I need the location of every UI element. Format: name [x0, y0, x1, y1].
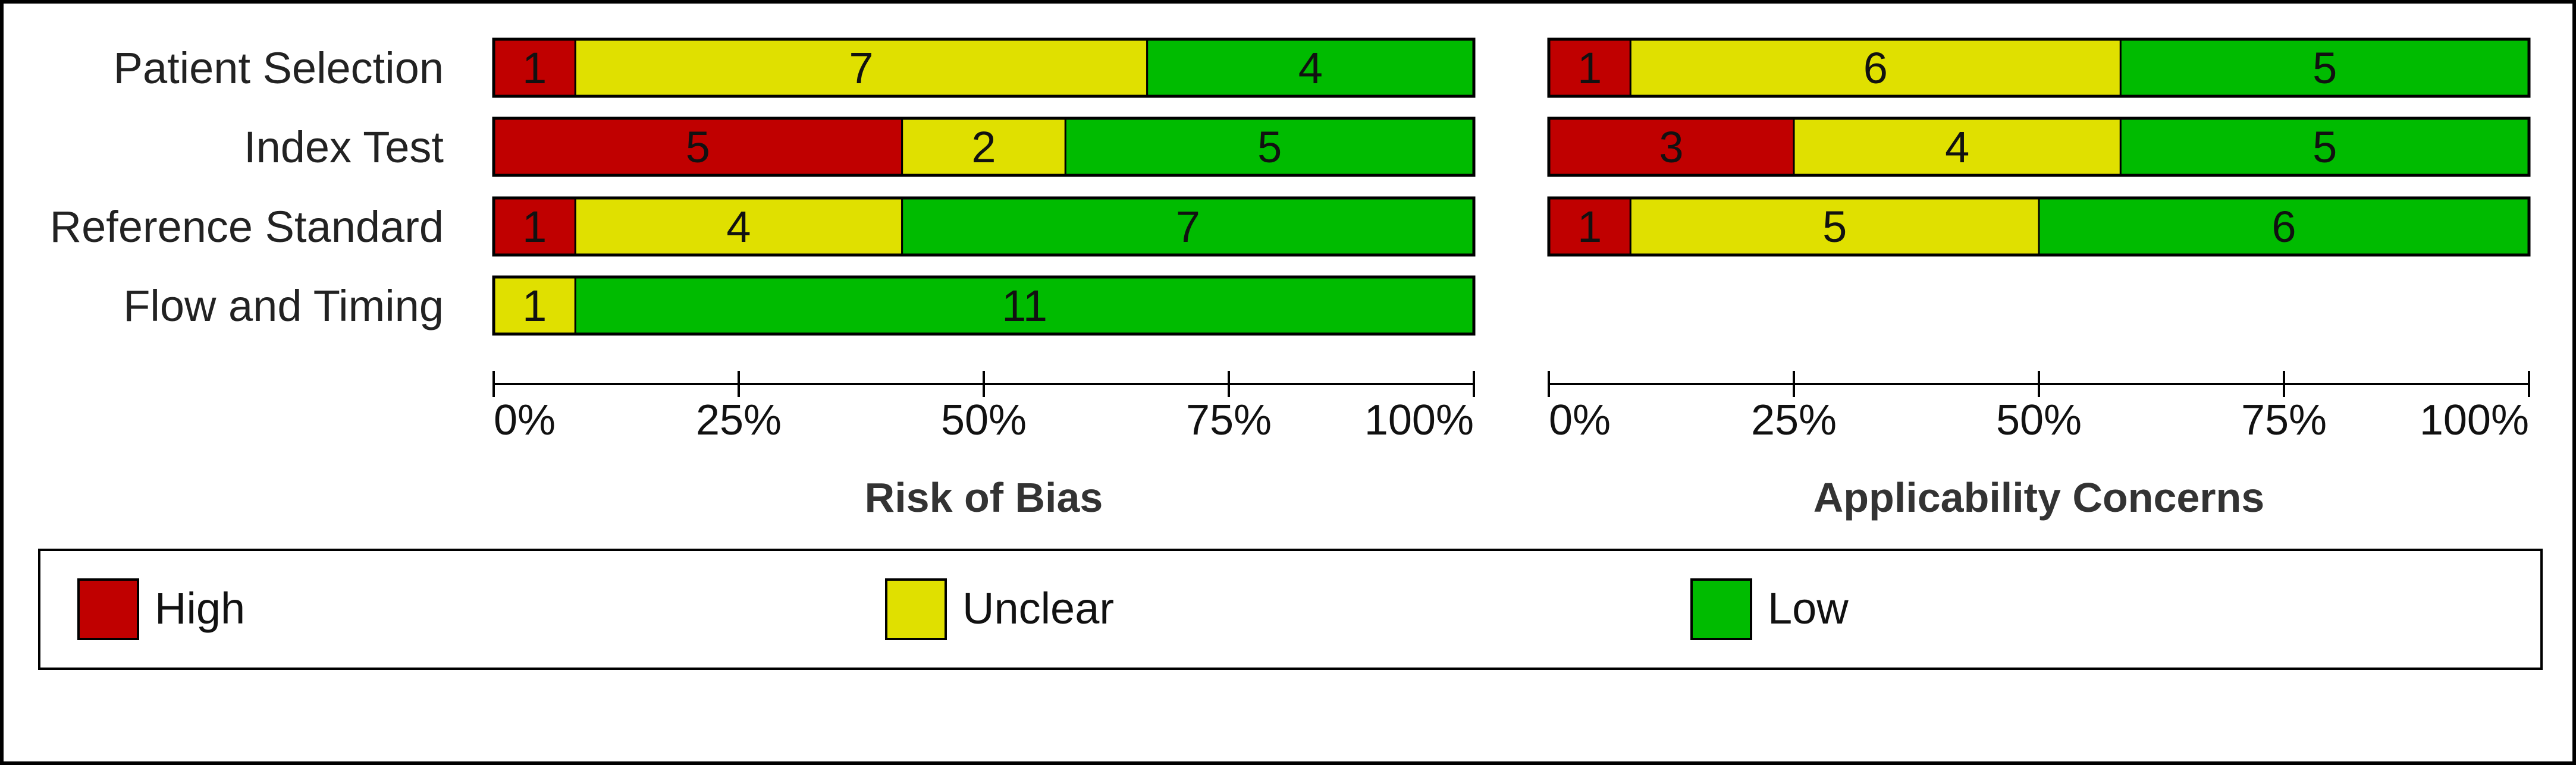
tick-label: 0%: [494, 396, 556, 444]
segment-count-label: 5: [2313, 43, 2337, 93]
bar-outline: [492, 275, 1476, 336]
tick-label: 75%: [1186, 396, 1272, 444]
segment-count-label: 11: [1002, 281, 1047, 330]
segment-count-label: 1: [522, 281, 547, 330]
legend-swatch: [77, 578, 139, 640]
bar-patient-selection: 1 6 5: [1547, 37, 2531, 98]
row-label-index-test: Index Test: [244, 122, 444, 172]
tick-label: 50%: [1996, 396, 2082, 444]
bar-segment-unclear: [1629, 38, 2122, 97]
segment-count-label: 7: [1176, 202, 1200, 251]
segment-count-label: 6: [1863, 43, 1888, 93]
bar-segment-low: [1064, 117, 1475, 177]
panel-risk-of-bias: 1 7 45 2 51 4 71 110% 25% 50% 75% 100%Risk of Bias: [492, 37, 1476, 521]
legend-swatch: [1690, 578, 1752, 640]
bar-index-test: 3 4 5: [1547, 117, 2531, 177]
bar-index-test: 5 2 5: [492, 117, 1476, 177]
segment-count-label: 4: [1945, 122, 1969, 172]
bar-reference-standard: 1 4 7: [492, 196, 1476, 257]
bar-outline: [1547, 37, 2531, 98]
legend: High Unclear Low: [38, 549, 2543, 670]
legend-label: High: [155, 584, 245, 633]
segment-count-label: 1: [1577, 43, 1602, 93]
risk-of-bias-chart: Patient Selection Index Test Reference Sta…: [38, 37, 2543, 670]
segment-count-label: 1: [1577, 202, 1602, 251]
bar-outline: [492, 37, 1476, 98]
segment-count-label: 2: [971, 122, 996, 172]
panel-title: Risk of Bias: [865, 474, 1103, 521]
legend-box: [38, 549, 2543, 670]
tick-label: 100%: [1364, 396, 1474, 444]
bar-outline: [492, 196, 1476, 257]
segment-count-label: 3: [1659, 122, 1683, 172]
panel-applicability-concerns: 1 6 53 4 51 5 60% 25% 50% 75% 100%Applicability Co…: [1547, 37, 2531, 521]
bar-flow-and-timing: 1 11: [492, 275, 1476, 336]
segment-count-label: 5: [2313, 122, 2337, 172]
legend-label: Low: [1768, 584, 1849, 633]
segment-count-label: 5: [686, 122, 710, 172]
bar-segment-unclear: [1793, 117, 2122, 177]
segment-count-label: 1: [522, 202, 547, 251]
segment-count-label: 5: [1257, 122, 1282, 172]
legend-label: Unclear: [962, 584, 1114, 633]
bar-segment-low: [574, 276, 1475, 335]
bar-patient-selection: 1 7 4: [492, 37, 1476, 98]
row-label-reference-standard: Reference Standard: [50, 202, 444, 251]
bar-segment-low: [2119, 117, 2530, 177]
tick-label: 25%: [1751, 396, 1837, 444]
legend-item-high: High: [77, 578, 245, 640]
bar-segment-low: [2119, 38, 2530, 97]
segment-count-label: 7: [849, 43, 873, 93]
tick-label: 0%: [1549, 396, 1611, 444]
row-label-patient-selection: Patient Selection: [114, 43, 444, 93]
tick-label: 75%: [2241, 396, 2327, 444]
segment-count-label: 4: [726, 202, 751, 251]
bar-outline: [1547, 117, 2531, 177]
panel-title: Applicability Concerns: [1813, 474, 2264, 521]
bar-reference-standard: 1 5 6: [1547, 196, 2531, 257]
row-label-flow-and-timing: Flow and Timing: [123, 281, 444, 330]
bar-outline: [492, 117, 1476, 177]
bar-segment-unclear: [574, 38, 1149, 97]
bar-segment-high: [492, 197, 576, 256]
tick-label: 25%: [696, 396, 782, 444]
bar-outline: [1547, 196, 2531, 257]
segment-count-label: 4: [1298, 43, 1323, 93]
legend-swatch: [885, 578, 947, 640]
segment-count-label: 6: [2271, 202, 2296, 251]
bar-segment-high: [1548, 38, 1631, 97]
tick-label: 50%: [941, 396, 1027, 444]
legend-item-low: Low: [1690, 578, 1849, 640]
segment-count-label: 1: [522, 43, 547, 93]
row-labels: Patient Selection Index Test Reference Sta…: [50, 43, 444, 330]
panels: 1 7 45 2 51 4 71 110% 25% 50% 75% 100%Risk of Bias1…: [492, 37, 2531, 521]
tick-label: 100%: [2420, 396, 2529, 444]
legend-item-unclear: Unclear: [885, 578, 1114, 640]
segment-count-label: 5: [1822, 202, 1847, 251]
